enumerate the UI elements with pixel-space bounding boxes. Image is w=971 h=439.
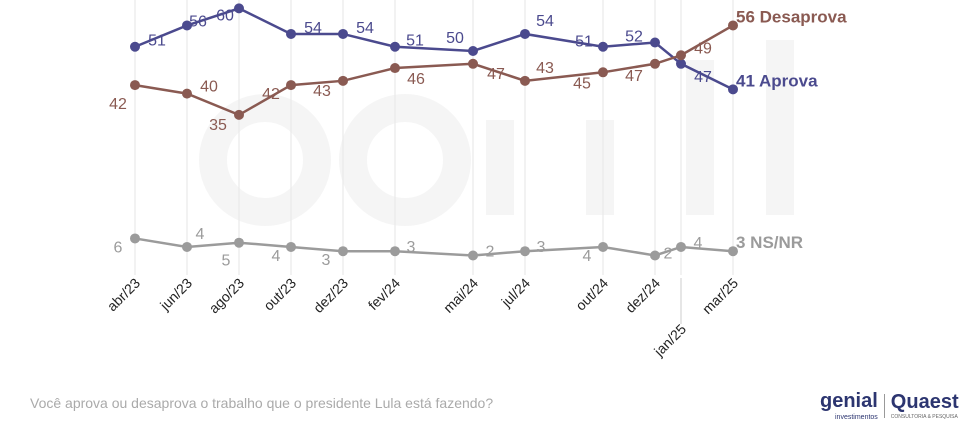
- data-label: 2: [664, 245, 673, 262]
- data-point: [182, 20, 192, 31]
- x-tick-label: abr/23: [104, 275, 144, 315]
- genial-logo-sub: investimentos: [835, 414, 878, 421]
- data-label: 54: [304, 20, 322, 37]
- data-point: [468, 46, 478, 56]
- genial-logo-text: genial: [820, 390, 878, 412]
- data-label: 3: [537, 239, 546, 256]
- data-point: [598, 241, 608, 252]
- data-point: [286, 28, 296, 39]
- data-label: 60: [216, 7, 234, 24]
- watermark: [199, 40, 794, 226]
- data-point: [728, 84, 738, 95]
- x-tick-label: dez/24: [622, 275, 663, 316]
- data-label: 4: [196, 226, 205, 243]
- data-label: 4: [272, 248, 281, 265]
- data-point: [234, 3, 244, 14]
- data-point: [338, 246, 348, 257]
- data-label: 50: [446, 30, 464, 47]
- data-label: 40: [200, 79, 218, 96]
- data-label: 52: [625, 28, 643, 45]
- survey-question: Você aprova ou desaprova o trabalho que …: [30, 395, 494, 411]
- data-label: 47: [694, 69, 712, 86]
- data-label: 43: [536, 60, 554, 77]
- series-end-label: 3 NS/NR: [736, 233, 803, 252]
- data-label: 47: [625, 68, 643, 85]
- data-label: 51: [406, 33, 424, 50]
- x-tick-label: out/24: [572, 275, 611, 314]
- data-point: [468, 58, 478, 69]
- data-point: [520, 246, 530, 257]
- quaest-logo-sub: CONSULTORIA & PESQUISA: [890, 414, 958, 420]
- data-label: 56: [189, 13, 207, 30]
- data-point: [130, 233, 140, 244]
- data-label: 46: [407, 71, 425, 88]
- data-label: 54: [536, 13, 554, 30]
- data-point: [338, 75, 348, 86]
- data-point: [286, 241, 296, 252]
- data-point: [728, 246, 738, 257]
- series-end-label: 41 Aprova: [736, 71, 818, 90]
- data-point: [234, 237, 244, 248]
- x-tick-label: ago/23: [206, 275, 248, 317]
- data-label: 35: [209, 117, 227, 134]
- data-label: 3: [407, 239, 416, 256]
- data-label: 6: [114, 239, 123, 256]
- x-tick-label: jun/23: [156, 275, 195, 314]
- data-label: 45: [573, 75, 591, 92]
- logo-divider: [883, 394, 885, 418]
- x-tick-label: mai/24: [440, 275, 481, 316]
- x-tick-label: dez/23: [310, 275, 351, 316]
- quaest-logo-text: Quaest: [890, 391, 959, 413]
- data-point: [390, 246, 400, 257]
- data-label: 49: [694, 40, 712, 57]
- data-point: [676, 50, 686, 61]
- data-label: 51: [148, 33, 166, 50]
- data-label: 4: [694, 235, 703, 252]
- data-point: [390, 41, 400, 52]
- data-point: [598, 41, 608, 52]
- x-tick-label: fev/24: [365, 275, 403, 313]
- data-point: [520, 28, 530, 39]
- data-point: [234, 109, 244, 120]
- data-point: [650, 250, 660, 261]
- x-tick-label: mar/25: [699, 275, 741, 317]
- data-label: 42: [262, 86, 280, 103]
- data-point: [676, 58, 686, 69]
- data-point: [650, 37, 660, 48]
- quaest-logo: Quaest CONSULTORIA & PESQUISA: [891, 391, 959, 421]
- logos: genial investimentos Quaest CONSULTORIA & …: [820, 390, 959, 422]
- data-point: [468, 250, 478, 261]
- data-point: [338, 28, 348, 39]
- data-label: 54: [356, 20, 374, 37]
- data-point: [182, 241, 192, 252]
- data-point: [130, 41, 140, 52]
- x-tick-label: jul/24: [497, 275, 533, 311]
- data-point: [676, 241, 686, 252]
- series-line: [134, 7, 734, 91]
- series-desaprova: 42 40 35 42 43 46 47 43 45 47 49 56 Desaprova: [109, 7, 847, 133]
- data-label: 43: [313, 83, 331, 100]
- data-label: 5: [222, 253, 231, 270]
- series-aprova: 51 56 60 54 54 51 50 54 51 52 47 41 Aprova: [130, 3, 818, 95]
- series-end-label: 56 Desaprova: [736, 7, 847, 26]
- data-point: [728, 20, 738, 31]
- x-tick-label: jan/25: [650, 321, 689, 360]
- genial-logo: genial investimentos: [820, 390, 878, 422]
- data-point: [286, 80, 296, 91]
- data-label: 3: [322, 252, 331, 269]
- data-label: 51: [575, 34, 593, 51]
- data-point: [182, 88, 192, 99]
- data-label: 4: [583, 248, 592, 265]
- x-tick-label: out/23: [260, 275, 299, 314]
- data-label: 42: [109, 96, 127, 113]
- data-point: [650, 58, 660, 69]
- series-nsnr: 645 4 33 2 34 24 3 NS/NR: [114, 226, 804, 270]
- data-point: [598, 67, 608, 78]
- data-label: 2: [486, 243, 495, 260]
- data-point: [130, 80, 140, 91]
- data-point: [390, 63, 400, 74]
- data-point: [520, 75, 530, 86]
- data-label: 47: [487, 66, 505, 83]
